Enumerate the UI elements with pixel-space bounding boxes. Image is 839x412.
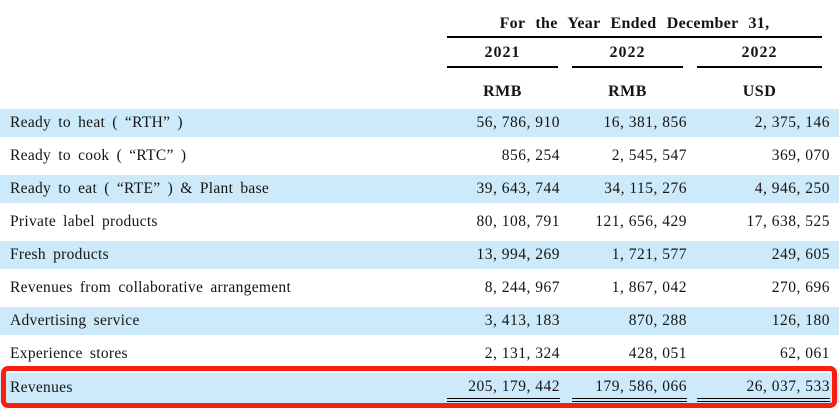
table-row-ready-to-eat: Ready to eat ( “RTE” ) & Plant base 39, … (0, 175, 839, 208)
cell-2022-rmb: 1, 721, 577 (611, 246, 687, 263)
row-label: Experience stores (10, 345, 128, 362)
cell-2022-rmb: 34, 115, 276 (604, 180, 687, 197)
cell-2022-rmb: 2, 545, 547 (611, 147, 687, 164)
table-row-revenues-total: Revenues 205, 179, 442 179, 586, 066 26,… (0, 373, 839, 406)
cell-2021-rmb: 8, 244, 967 (484, 279, 560, 296)
cell-2022-rmb: 121, 656, 429 (595, 213, 687, 230)
cell-2022-usd: 17, 638, 525 (746, 213, 830, 230)
row-label: Fresh products (10, 246, 109, 263)
cell-2022-usd: 270, 696 (771, 279, 830, 296)
cell-2021-rmb: 13, 994, 269 (476, 246, 560, 263)
table-header-year-row: 2021 2022 2022 (0, 38, 839, 68)
row-label: Ready to eat ( “RTE” ) & Plant base (10, 180, 270, 197)
cell-2022-usd: 369, 070 (771, 147, 830, 164)
total-value-underlined: 205, 179, 442 (447, 373, 560, 402)
table-header-currency-row: RMB RMB USD (0, 68, 839, 109)
cell-2022-usd: 249, 605 (771, 246, 830, 263)
column-header-year-2022-rmb: 2022 (572, 38, 683, 68)
row-label: Ready to heat ( “RTH” ) (10, 114, 183, 131)
column-header-currency-rmb-2021: RMB (483, 82, 522, 100)
cell-2021-rmb: 2, 131, 324 (484, 345, 560, 362)
cell-2022-rmb: 1, 867, 042 (611, 279, 687, 296)
table-row-ready-to-cook: Ready to cook ( “RTC” ) 856, 254 2, 545,… (0, 142, 839, 175)
column-header-year-2022-usd: 2022 (697, 38, 822, 68)
cell-2022-usd: 4, 946, 250 (754, 180, 830, 197)
cell-2021-rmb: 56, 786, 910 (476, 114, 560, 131)
cell-2022-rmb: 428, 051 (628, 345, 687, 362)
row-label: Private label products (10, 213, 158, 230)
column-header-currency-rmb-2022: RMB (608, 82, 647, 100)
row-label: Revenues from collaborative arrangement (10, 279, 292, 296)
column-header-year-2021: 2021 (447, 38, 558, 68)
cell-2021-rmb: 80, 108, 791 (476, 213, 560, 230)
cell-2022-usd: 26, 037, 533 (687, 373, 839, 403)
total-value-underlined: 179, 586, 066 (572, 373, 687, 402)
row-label: Revenues (10, 379, 73, 396)
table-row-private-label: Private label products 80, 108, 791 121,… (0, 208, 839, 241)
total-value-underlined: 26, 037, 533 (697, 373, 830, 402)
table-row-fresh-products: Fresh products 13, 994, 269 1, 721, 577 … (0, 241, 839, 274)
cell-2021-rmb: 205, 179, 442 (447, 373, 560, 403)
cell-2021-rmb: 3, 413, 183 (484, 312, 560, 329)
row-label: Ready to cook ( “RTC” ) (10, 147, 187, 164)
row-label: Advertising service (10, 312, 140, 329)
cell-2022-usd: 2, 375, 146 (754, 114, 830, 131)
table-row-collaborative-arrangement: Revenues from collaborative arrangement … (0, 274, 839, 307)
cell-2022-rmb: 870, 288 (628, 312, 687, 329)
table-row-ready-to-heat: Ready to heat ( “RTH” ) 56, 786, 910 16,… (0, 109, 839, 142)
cell-2022-rmb: 16, 381, 856 (603, 114, 687, 131)
cell-2021-rmb: 39, 643, 744 (476, 180, 560, 197)
table-row-advertising-service: Advertising service 3, 413, 183 870, 288… (0, 307, 839, 340)
cell-2022-usd: 62, 061 (780, 345, 830, 362)
table-row-experience-stores: Experience stores 2, 131, 324 428, 051 6… (0, 340, 839, 373)
table-header-span-row: For the Year Ended December 31, (0, 0, 839, 38)
cell-2022-usd: 126, 180 (771, 312, 830, 329)
column-header-currency-usd-2022: USD (742, 82, 777, 100)
period-span-title: For the Year Ended December 31, (447, 0, 822, 38)
cell-2022-rmb: 179, 586, 066 (560, 373, 687, 403)
revenues-total-section: Revenues 205, 179, 442 179, 586, 066 26,… (0, 366, 839, 408)
cell-2021-rmb: 856, 254 (501, 147, 560, 164)
